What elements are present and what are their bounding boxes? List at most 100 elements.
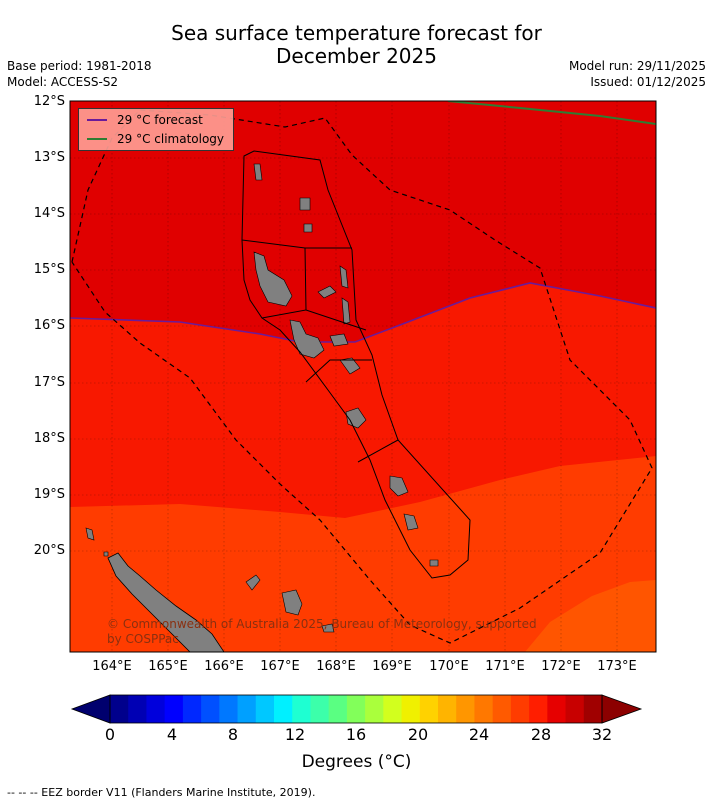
province-boundaries — [241, 150, 471, 579]
colorbar-cell — [346, 695, 366, 723]
colorbar-tick: 32 — [591, 725, 613, 744]
lon-label: 168°E — [316, 659, 356, 674]
colorbar-cell — [219, 695, 239, 723]
colorbar-cell — [547, 695, 567, 723]
colorbar-under-arrow — [70, 694, 111, 724]
colorbar-cell — [164, 695, 184, 723]
chart-title: Sea surface temperature forecast for Dec… — [0, 22, 713, 68]
island — [85, 527, 95, 541]
colorbar-tick: 28 — [530, 725, 552, 744]
lat-label: 14°S — [33, 206, 65, 221]
colorbar-cell — [565, 695, 585, 723]
island — [389, 475, 409, 497]
colorbar-cell — [274, 695, 293, 723]
lat-label: 15°S — [33, 262, 65, 277]
new-caledonia-land — [107, 552, 225, 652]
island — [253, 251, 293, 307]
sst-map — [69, 100, 657, 653]
island — [281, 589, 303, 616]
island — [317, 285, 337, 299]
colorbar-cell — [474, 695, 494, 723]
lon-label: 166°E — [204, 659, 244, 674]
colorbar-cell — [182, 695, 202, 723]
colorbar-tick: 8 — [227, 725, 239, 744]
title-line-1: Sea surface temperature forecast for — [171, 21, 542, 45]
base-period: Base period: 1981-2018 — [7, 59, 152, 73]
forecast-line-swatch — [87, 119, 107, 121]
climatology-line-swatch — [87, 138, 107, 140]
island — [289, 319, 325, 359]
island — [339, 357, 361, 375]
map-frame — [69, 100, 657, 653]
colorbar-tick: 12 — [284, 725, 306, 744]
meta-right: Model run: 29/11/2025 Issued: 01/12/2025 — [569, 58, 706, 90]
sst-band-mid — [70, 456, 656, 652]
island — [429, 559, 439, 567]
colorbar-cell — [583, 695, 603, 723]
colorbar-cell — [383, 695, 403, 723]
colorbar-tick: 4 — [166, 725, 178, 744]
lon-label: 170°E — [429, 659, 469, 674]
colorbar-cell — [492, 695, 512, 723]
gridlines — [70, 101, 656, 652]
lon-label: 173°E — [597, 659, 637, 674]
colorbar-cell — [510, 695, 530, 723]
island — [329, 333, 349, 347]
lat-label: 16°S — [33, 318, 65, 333]
lat-label: 17°S — [33, 375, 65, 390]
colorbar-tick: 16 — [345, 725, 367, 744]
legend-climatology-label: 29 °C climatology — [117, 132, 225, 146]
colorbar-label: Degrees (°C) — [0, 752, 713, 772]
lat-label: 12°S — [33, 94, 65, 109]
model-run: Model run: 29/11/2025 — [568, 59, 706, 73]
island — [341, 297, 351, 325]
lat-label: 13°S — [33, 150, 65, 165]
lon-label: 165°E — [148, 659, 188, 674]
colorbar-cell — [110, 695, 129, 723]
colorbar-cell — [237, 695, 257, 723]
colorbar-label-text: Degrees ( — [301, 752, 385, 772]
climatology-isotherm — [447, 101, 656, 125]
lon-label: 172°E — [541, 659, 581, 674]
colorbar-cell — [292, 695, 312, 723]
colorbar-tick: 24 — [468, 725, 490, 744]
title-line-2: December 2025 — [276, 44, 437, 68]
colorbar-cell — [146, 695, 166, 723]
colorbar-cell — [310, 695, 330, 723]
meta-left: Base period: 1981-2018 Model: ACCESS-S2 — [7, 58, 152, 90]
colorbar-cell — [201, 695, 220, 723]
colorbar-cell — [128, 695, 148, 723]
lon-label: 171°E — [485, 659, 525, 674]
model-name: Model: ACCESS-S2 — [7, 75, 119, 89]
colorbar-label-unit: °C — [384, 752, 405, 772]
sst-band-cool — [525, 580, 656, 652]
island — [403, 513, 419, 531]
island — [303, 223, 313, 233]
island — [299, 197, 311, 211]
lon-label: 164°E — [92, 659, 132, 674]
colorbar-cell — [401, 695, 421, 723]
legend-forecast: 29 °C forecast — [87, 112, 203, 128]
colorbar-cell — [365, 695, 384, 723]
colorbar-frame — [109, 694, 603, 724]
colorbar-cell — [438, 695, 457, 723]
lat-label: 19°S — [33, 487, 65, 502]
lat-label: 18°S — [33, 431, 65, 446]
island — [321, 623, 335, 633]
colorbar-cell — [328, 695, 348, 723]
colorbar-tick: 0 — [104, 725, 116, 744]
legend-climatology: 29 °C climatology — [87, 131, 224, 147]
lon-label: 169°E — [372, 659, 412, 674]
colorbar — [70, 694, 643, 724]
island — [245, 574, 261, 591]
lon-label: 167°E — [260, 659, 300, 674]
colorbar-cell — [419, 695, 439, 723]
colorbar-cell — [255, 695, 275, 723]
colorbar-cell — [456, 695, 476, 723]
colorbar-cell — [529, 695, 548, 723]
colorbar-over-arrow — [601, 694, 643, 724]
issued-date: Issued: 01/12/2025 — [590, 75, 706, 89]
eez-footnote: -- -- -- EEZ border V11 (Flanders Marine… — [7, 786, 316, 799]
colorbar-label-close: ) — [404, 752, 412, 772]
copyright-notice: © Commonwealth of Australia 2025, Bureau… — [107, 617, 537, 646]
